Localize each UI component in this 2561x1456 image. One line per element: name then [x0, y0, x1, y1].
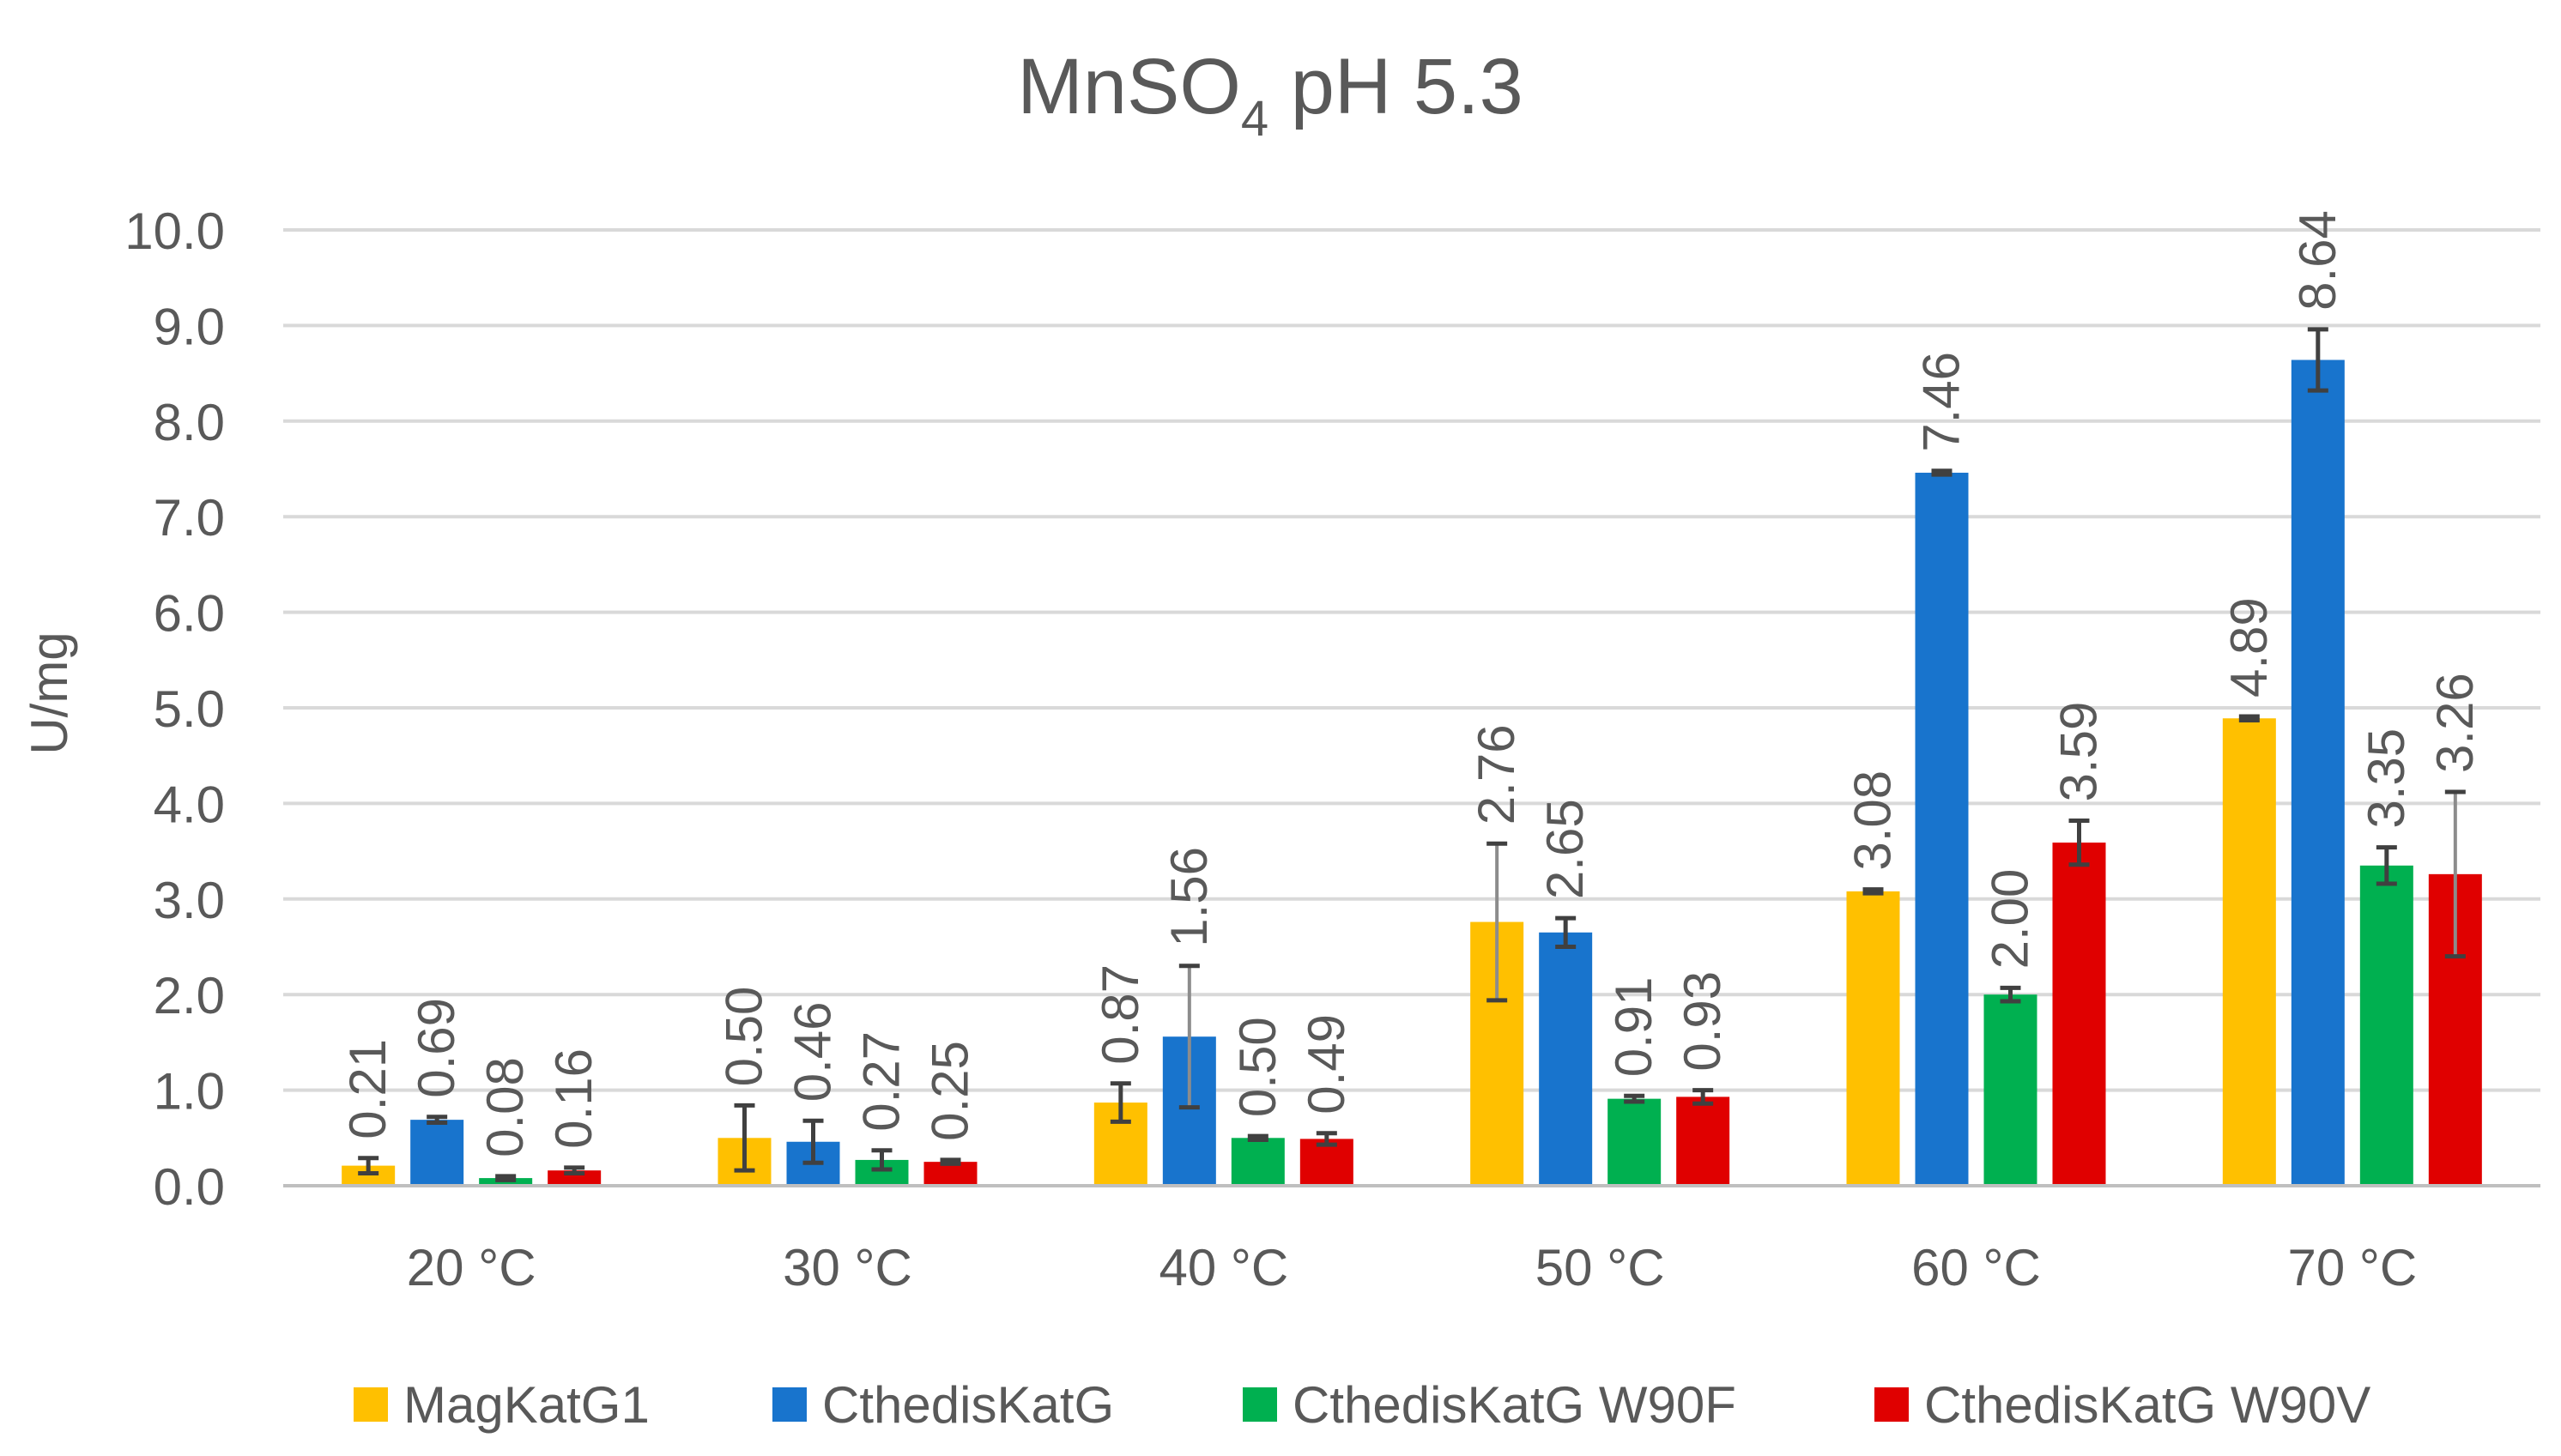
legend-swatch — [354, 1387, 388, 1422]
bar — [1607, 1098, 1662, 1186]
data-label: 1.56 — [1160, 847, 1218, 947]
bar — [342, 1165, 396, 1186]
bar — [410, 1120, 464, 1186]
data-label: 0.27 — [853, 1031, 911, 1132]
x-axis-ticks: 20 °C 30 °C 40 °C 50 °C 60 °C 70 °C — [407, 1239, 2417, 1296]
data-label: 0.69 — [408, 998, 465, 1098]
data-label: 3.08 — [1844, 770, 1902, 871]
bar — [1846, 891, 1900, 1186]
bar — [1983, 994, 2037, 1186]
data-label: 0.46 — [784, 1001, 842, 1102]
data-label: 2.65 — [1536, 799, 1594, 899]
data-label: 0.49 — [1298, 1014, 1355, 1115]
legend-label: CthedisKatG W90F — [1293, 1376, 1736, 1434]
bar — [2052, 843, 2106, 1186]
data-label: 2.76 — [1468, 724, 1525, 825]
x-tick-label: 60 °C — [1911, 1239, 2041, 1296]
y-axis-ticks: 0.0 1.0 2.0 3.0 4.0 5.0 6.0 7.0 8.0 9.0 10.0 — [124, 202, 225, 1216]
bar — [2291, 359, 2345, 1186]
legend-swatch — [1874, 1387, 1909, 1422]
bar — [548, 1170, 602, 1186]
data-label: 0.91 — [1605, 977, 1662, 1078]
legend-label: CthedisKatG W90V — [1924, 1376, 2370, 1434]
x-tick-label: 30 °C — [783, 1239, 912, 1296]
bar — [1539, 932, 1593, 1186]
error-bars — [358, 327, 2466, 1182]
data-label: 0.21 — [339, 1039, 397, 1139]
bars — [342, 359, 2482, 1186]
chart-title: MnSO4 pH 5.3 — [1017, 43, 1523, 147]
legend: MagKatG1 CthedisKatG CthedisKatG W90F Cthed… — [354, 1376, 2370, 1434]
y-tick-label: 5.0 — [154, 680, 225, 738]
y-axis-label: U/mg — [21, 631, 78, 754]
y-tick-label: 8.0 — [154, 394, 225, 451]
y-tick-label: 3.0 — [154, 872, 225, 929]
y-tick-label: 4.0 — [154, 776, 225, 833]
data-label: 0.50 — [716, 987, 773, 1087]
data-label: 0.50 — [1229, 1017, 1287, 1117]
legend-label: MagKatG1 — [403, 1376, 650, 1434]
y-tick-label: 9.0 — [154, 298, 225, 355]
data-label: 4.89 — [2220, 597, 2278, 698]
data-label: 0.25 — [922, 1041, 979, 1141]
y-tick-label: 2.0 — [154, 967, 225, 1024]
bar — [1676, 1097, 1730, 1186]
bar — [1915, 472, 1969, 1186]
x-tick-label: 70 °C — [2287, 1239, 2417, 1296]
data-label: 0.87 — [1092, 964, 1149, 1065]
bar — [2222, 718, 2276, 1186]
data-label: 3.35 — [2358, 728, 2415, 829]
chart-title-subscript: 4 — [1241, 91, 1268, 147]
data-label: 0.93 — [1674, 971, 1731, 1072]
data-label: 8.64 — [2289, 210, 2346, 311]
legend-swatch — [1243, 1387, 1277, 1422]
legend-label: CthedisKatG — [822, 1376, 1114, 1434]
x-tick-label: 50 °C — [1535, 1239, 1665, 1296]
data-labels: 0.21 0.690.08 0.160.50 0.46 0.27 0.250.871.56… — [339, 210, 2484, 1157]
y-tick-label: 6.0 — [154, 585, 225, 643]
x-tick-label: 40 °C — [1159, 1239, 1288, 1296]
data-label: 3.59 — [2050, 702, 2108, 802]
y-tick-label: 10.0 — [124, 202, 225, 260]
bar — [1231, 1138, 1285, 1186]
legend-swatch — [772, 1387, 807, 1422]
y-tick-label: 0.0 — [154, 1158, 225, 1216]
data-label: 0.08 — [476, 1057, 534, 1157]
y-tick-label: 1.0 — [154, 1063, 225, 1121]
data-label: 3.26 — [2426, 673, 2484, 773]
gridlines — [283, 228, 2540, 1092]
x-tick-label: 20 °C — [407, 1239, 536, 1296]
y-tick-label: 7.0 — [154, 489, 225, 547]
data-label: 0.16 — [545, 1048, 602, 1149]
bar — [2359, 865, 2413, 1186]
data-label: 7.46 — [1913, 352, 1971, 452]
data-label: 2.00 — [1982, 869, 2039, 970]
